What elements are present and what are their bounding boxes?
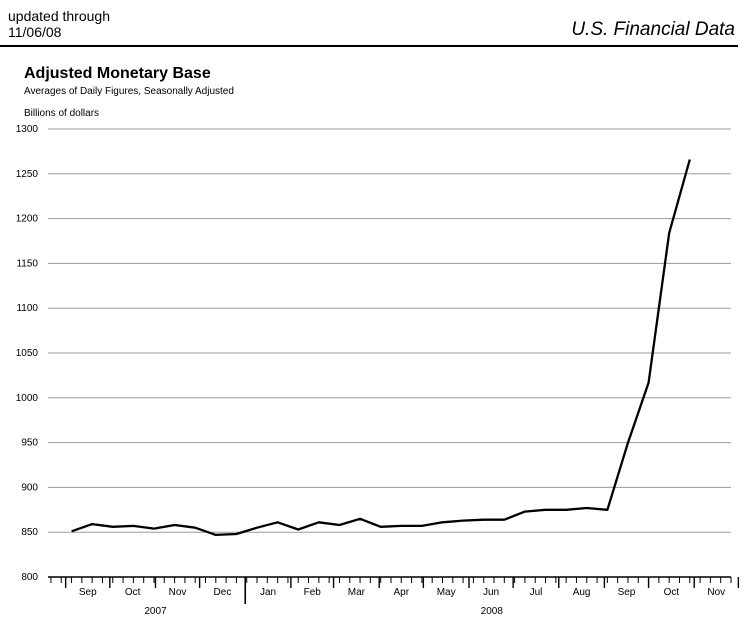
updated-date: 11/06/08 bbox=[8, 24, 62, 40]
x-tick-label: Nov bbox=[707, 587, 725, 598]
y-tick-label: 1100 bbox=[16, 303, 38, 314]
x-tick-label: Sep bbox=[618, 587, 636, 598]
brand-title: U.S. Financial Data bbox=[571, 19, 735, 40]
y-tick-label: 850 bbox=[21, 527, 38, 538]
x-tick-label: May bbox=[437, 587, 456, 598]
year-label: 2007 bbox=[144, 606, 167, 617]
y-tick-label: 1300 bbox=[16, 124, 39, 135]
y-tick-label: 1250 bbox=[16, 169, 39, 180]
year-label: 2008 bbox=[481, 606, 504, 617]
x-tick-label: Oct bbox=[664, 587, 680, 598]
x-tick-label: Jun bbox=[483, 587, 499, 598]
y-tick-label: 1150 bbox=[16, 258, 38, 269]
chart-title: Adjusted Monetary Base bbox=[24, 65, 211, 82]
y-tick-label: 800 bbox=[21, 572, 38, 583]
series-line bbox=[71, 159, 691, 537]
x-tick-label: Apr bbox=[393, 587, 409, 598]
x-tick-label: Jul bbox=[530, 587, 543, 598]
updated-through-label: updated through 11/06/08 bbox=[8, 8, 110, 40]
x-tick-label: Jan bbox=[260, 587, 276, 598]
updated-through-text: updated through bbox=[8, 8, 110, 24]
y-tick-label: 900 bbox=[21, 482, 38, 493]
header-divider bbox=[0, 45, 738, 47]
y-tick-label: 1000 bbox=[16, 393, 39, 404]
x-tick-label: Nov bbox=[169, 587, 187, 598]
x-tick-label: Oct bbox=[125, 587, 141, 598]
x-tick-label: Sep bbox=[79, 587, 97, 598]
x-tick-label: Dec bbox=[214, 587, 232, 598]
x-tick-label: Feb bbox=[304, 587, 322, 598]
y-tick-label: 950 bbox=[21, 438, 38, 449]
y-axis-label: Billions of dollars bbox=[24, 108, 100, 119]
chart-subtitle: Averages of Daily Figures, Seasonally Ad… bbox=[24, 86, 234, 97]
y-tick-label: 1050 bbox=[16, 348, 39, 359]
y-tick-label: 1200 bbox=[16, 214, 39, 225]
x-tick-label: Aug bbox=[573, 587, 591, 598]
x-tick-label: Mar bbox=[348, 587, 366, 598]
